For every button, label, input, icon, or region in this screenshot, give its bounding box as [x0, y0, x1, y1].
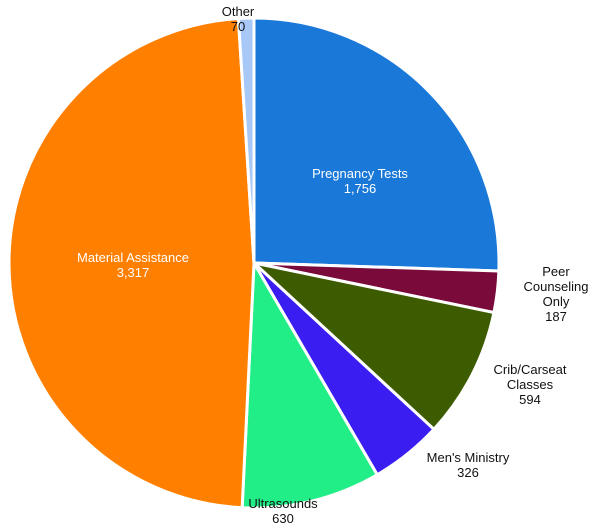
category-label: Other — [221, 4, 255, 19]
category-label: Crib/Carseat Classes — [493, 362, 567, 392]
slice-label: Material Assistance 3,317 — [43, 250, 223, 280]
value-label: 1,756 — [343, 181, 377, 196]
slice-label: Men's Ministry 326 — [398, 450, 538, 480]
slice-label: Other 70 — [198, 4, 278, 34]
value-label: 70 — [230, 19, 246, 34]
pie-slice — [249, 260, 496, 432]
pie-slice — [7, 16, 256, 510]
category-label: Ultrasounds — [248, 496, 318, 511]
slice-label: Crib/Carseat Classes 594 — [490, 362, 570, 407]
slice-label: Peer Counseling Only 187 — [516, 264, 596, 324]
pie-slice — [252, 16, 501, 273]
value-label: 187 — [545, 309, 567, 324]
value-label: 326 — [457, 465, 479, 480]
value-label: 594 — [519, 392, 541, 407]
slice-label: Pregnancy Tests 1,756 — [280, 166, 440, 196]
pie-slice — [236, 16, 256, 264]
slice-label: Ultrasounds 630 — [223, 496, 343, 526]
category-label: Men's Ministry — [426, 450, 510, 465]
category-label: Material Assistance — [77, 250, 189, 265]
value-label: 630 — [272, 511, 294, 526]
category-label: Pregnancy Tests — [312, 166, 408, 181]
value-label: 3,317 — [116, 265, 150, 280]
category-label: Peer Counseling Only — [523, 264, 589, 309]
pie-slice — [240, 257, 380, 510]
